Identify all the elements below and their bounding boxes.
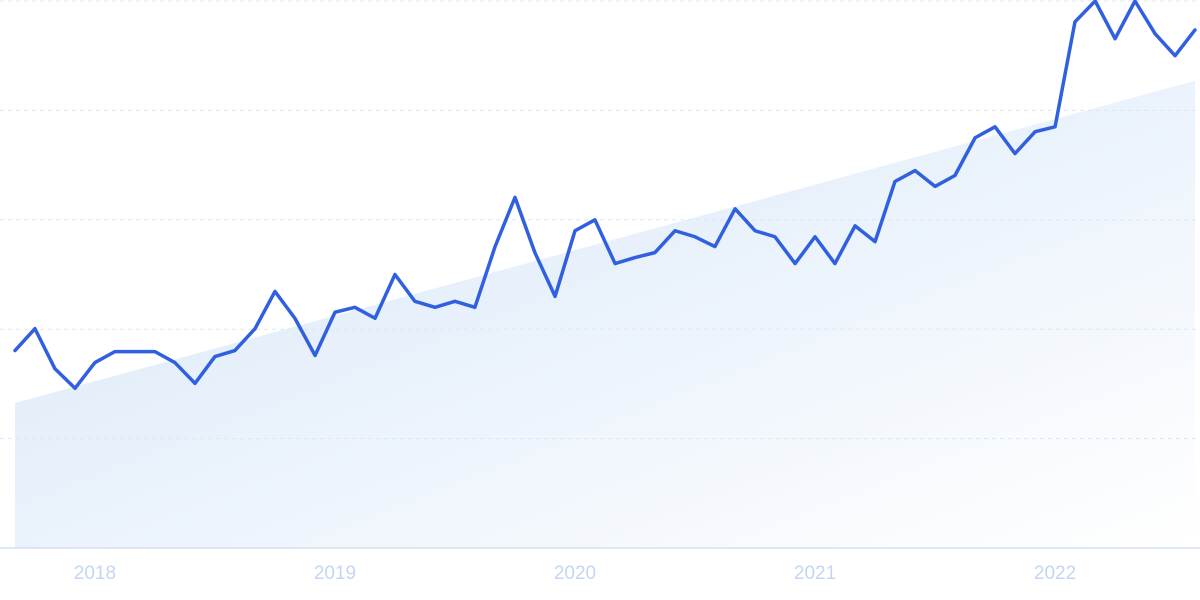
x-tick-label: 2020 bbox=[554, 563, 596, 584]
x-tick-label: 2019 bbox=[314, 563, 356, 584]
trend-area bbox=[15, 80, 1195, 548]
x-tick-label: 2021 bbox=[794, 563, 836, 584]
x-tick-label: 2018 bbox=[74, 563, 116, 584]
x-tick-label: 2022 bbox=[1034, 563, 1076, 584]
trend-line bbox=[13, 0, 1197, 391]
